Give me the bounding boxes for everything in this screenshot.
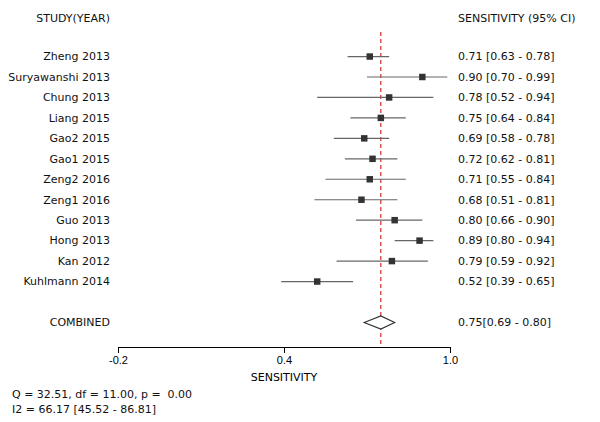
ci-line [326, 179, 406, 180]
ci-line [314, 199, 397, 200]
ci-text: 0.69 [0.58 - 0.78] [458, 132, 555, 145]
study-label: Guo 2013 [56, 214, 110, 227]
reference-line [380, 32, 381, 347]
ci-line [367, 76, 447, 77]
x-tick-mark [284, 347, 285, 353]
x-axis-title: SENSITIVITY [251, 371, 318, 384]
point-estimate [378, 115, 384, 121]
point-estimate [367, 53, 373, 59]
combined-ci-text: 0.75[0.69 - 0.80] [458, 316, 551, 329]
study-label: Kan 2012 [58, 255, 110, 268]
ci-text: 0.71 [0.63 - 0.78] [458, 50, 555, 63]
point-estimate [361, 135, 367, 141]
combined-label: COMBINED [50, 316, 110, 329]
point-estimate [369, 156, 375, 162]
ci-line [337, 260, 428, 261]
study-label: Zeng2 2016 [43, 173, 110, 186]
x-tick: -0.2 [109, 347, 128, 366]
x-tick: 1.0 [443, 347, 458, 366]
study-label: Kuhlmann 2014 [23, 275, 110, 288]
x-tick-mark [118, 347, 119, 353]
study-label: Liang 2015 [49, 112, 110, 125]
x-axis: -0.2 0.4 1.0 [109, 347, 458, 366]
ci-text: 0.68 [0.51 - 0.81] [458, 194, 555, 207]
study-label: Chung 2013 [43, 91, 110, 104]
ci-text: 0.72 [0.62 - 0.81] [458, 153, 555, 166]
point-estimate [391, 217, 397, 223]
column-header: SENSITIVITY (95% CI) [458, 12, 576, 25]
combined-diamond [364, 316, 394, 329]
ci-text: 0.52 [0.39 - 0.65] [458, 275, 555, 288]
ci-text: 0.71 [0.55 - 0.84] [458, 173, 555, 186]
point-estimate [386, 94, 392, 100]
ci-text: 0.89 [0.80 - 0.94] [458, 234, 555, 247]
point-estimate [419, 74, 425, 80]
chart: -0.2 0.4 1.0 SENSITIVITY Zheng 2013 0.71 [0.6… [0, 0, 600, 422]
ci-text: 0.75 [0.64 - 0.84] [458, 112, 555, 125]
ci-text: 0.80 [0.66 - 0.90] [458, 214, 555, 227]
ci-line [356, 220, 422, 221]
study-label: Hong 2013 [50, 234, 110, 247]
ci-text: 0.90 [0.70 - 0.99] [458, 71, 555, 84]
ci-line [317, 97, 433, 98]
point-estimate [416, 237, 422, 243]
study-label: Gao1 2015 [50, 153, 110, 166]
point-estimate [367, 176, 373, 182]
ci-text: 0.79 [0.59 - 0.92] [458, 255, 555, 268]
column-header: STUDY(YEAR) [36, 12, 110, 25]
x-tick-label: 0.4 [277, 354, 292, 366]
marks [281, 32, 447, 347]
point-estimate [358, 196, 364, 202]
x-tick: 0.4 [277, 347, 292, 366]
footer-annotation: Q = 32.51, df = 11.00, p = 0.00 [12, 388, 192, 401]
study-label: Gao2 2015 [50, 132, 110, 145]
labels: Zheng 2013 0.71 [0.63 - 0.78] Suryawanshi … [8, 12, 575, 329]
study-label: Suryawanshi 2013 [8, 71, 110, 84]
footer-annotation: I2 = 66.17 [45.52 - 86.81] [12, 403, 156, 416]
x-axis-line [119, 348, 451, 354]
x-tick-label: -0.2 [109, 354, 128, 366]
x-tick-mark [450, 347, 451, 353]
study-label: Zheng 2013 [43, 50, 110, 63]
point-estimate [314, 278, 320, 284]
ci-line [395, 240, 434, 241]
ci-text: 0.78 [0.52 - 0.94] [458, 91, 555, 104]
x-tick-label: 1.0 [443, 354, 458, 366]
plot: -0.2 0.4 1.0 SENSITIVITY Zheng 2013 0.71 [0.6… [8, 12, 575, 384]
study-label: Zeng1 2016 [43, 194, 110, 207]
point-estimate [389, 258, 395, 264]
